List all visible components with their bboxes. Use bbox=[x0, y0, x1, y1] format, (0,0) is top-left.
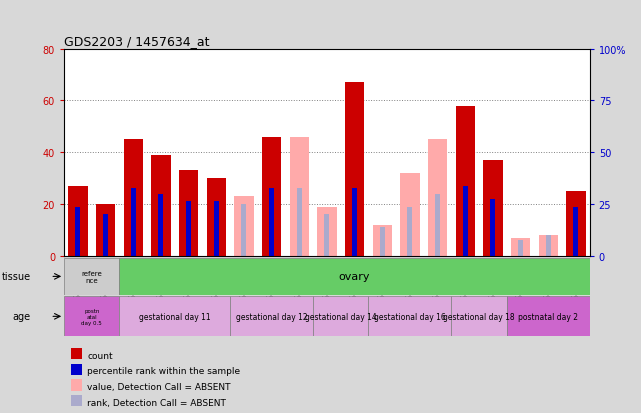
Bar bbox=[507, 297, 590, 337]
Bar bbox=[435, 194, 440, 256]
Bar bbox=[186, 202, 191, 256]
Text: gestational day 12: gestational day 12 bbox=[236, 312, 308, 321]
Bar bbox=[158, 194, 163, 256]
Bar bbox=[206, 178, 226, 256]
Bar bbox=[369, 297, 451, 337]
Bar bbox=[372, 225, 392, 256]
Text: gestational day 14: gestational day 14 bbox=[305, 312, 377, 321]
Text: rank, Detection Call = ABSENT: rank, Detection Call = ABSENT bbox=[87, 398, 226, 407]
Bar bbox=[352, 189, 357, 256]
Bar bbox=[483, 161, 503, 256]
Text: value, Detection Call = ABSENT: value, Detection Call = ABSENT bbox=[87, 382, 231, 391]
Bar bbox=[545, 235, 551, 256]
Text: gestational day 18: gestational day 18 bbox=[443, 312, 515, 321]
Text: percentile rank within the sample: percentile rank within the sample bbox=[87, 366, 240, 375]
Text: postn
atal
day 0.5: postn atal day 0.5 bbox=[81, 308, 102, 325]
Bar bbox=[408, 207, 412, 256]
Bar bbox=[269, 189, 274, 256]
Bar bbox=[230, 297, 313, 337]
Bar bbox=[242, 204, 246, 256]
Bar bbox=[64, 258, 119, 295]
Bar bbox=[151, 155, 171, 256]
Bar bbox=[234, 197, 254, 256]
Bar bbox=[490, 199, 495, 256]
Text: postnatal day 2: postnatal day 2 bbox=[518, 312, 578, 321]
Bar bbox=[96, 204, 115, 256]
Bar bbox=[574, 207, 578, 256]
Bar bbox=[124, 140, 143, 256]
Bar bbox=[379, 228, 385, 256]
Text: gestational day 16: gestational day 16 bbox=[374, 312, 445, 321]
Bar bbox=[68, 186, 88, 256]
Bar bbox=[103, 215, 108, 256]
Text: age: age bbox=[13, 311, 31, 322]
Bar bbox=[76, 207, 80, 256]
Bar bbox=[456, 106, 475, 256]
Bar bbox=[290, 137, 309, 256]
Bar bbox=[64, 297, 119, 337]
Text: tissue: tissue bbox=[2, 272, 31, 282]
Bar bbox=[538, 235, 558, 256]
Bar bbox=[511, 238, 530, 256]
Bar bbox=[566, 192, 586, 256]
Text: gestational day 11: gestational day 11 bbox=[139, 312, 211, 321]
Bar bbox=[518, 240, 523, 256]
Bar bbox=[428, 140, 447, 256]
Text: GDS2203 / 1457634_at: GDS2203 / 1457634_at bbox=[64, 36, 210, 48]
Text: refere
nce: refere nce bbox=[81, 270, 102, 283]
Bar bbox=[313, 297, 369, 337]
Bar bbox=[451, 297, 507, 337]
Text: count: count bbox=[87, 351, 113, 360]
Bar bbox=[179, 171, 198, 256]
Bar bbox=[400, 173, 420, 256]
Bar bbox=[213, 202, 219, 256]
Bar bbox=[119, 297, 230, 337]
Text: ovary: ovary bbox=[339, 272, 370, 282]
Bar bbox=[324, 215, 329, 256]
Bar bbox=[262, 137, 281, 256]
Bar bbox=[119, 258, 590, 295]
Bar bbox=[345, 83, 364, 256]
Bar bbox=[131, 189, 136, 256]
Bar bbox=[297, 189, 302, 256]
Bar bbox=[317, 207, 337, 256]
Bar bbox=[463, 186, 468, 256]
